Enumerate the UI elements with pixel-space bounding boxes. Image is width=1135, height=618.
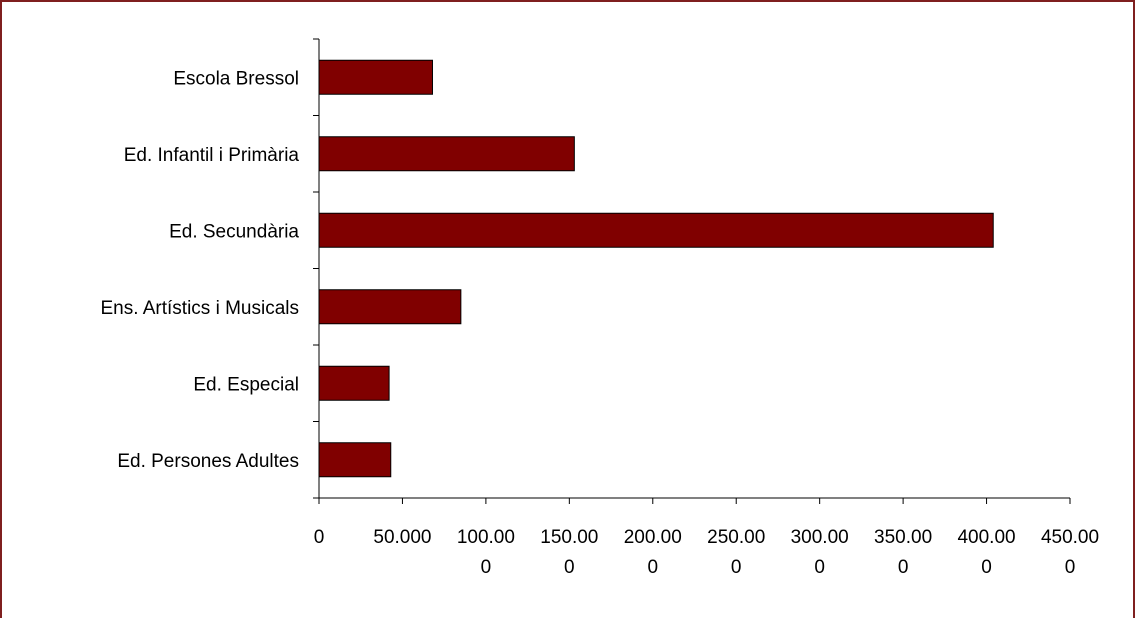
x-tick-label: 250.00 [707,527,765,548]
bar [318,365,390,401]
category-label: Ed. Infantil i Primària [124,145,300,166]
x-tick-label: 100.00 [457,527,515,548]
category-label: Ed. Secundària [169,221,299,242]
x-tick-label-wrap: 0 [731,557,742,578]
bar [318,136,575,172]
x-tick-label: 450.00 [1041,527,1099,548]
bar [318,59,433,95]
x-tick-label-wrap: 0 [814,557,825,578]
x-tick-label-wrap: 0 [898,557,909,578]
x-tick-label-wrap: 0 [647,557,658,578]
category-label: Ed. Especial [193,374,299,395]
x-tick-label: 300.00 [791,527,849,548]
x-tick-label: 200.00 [624,527,682,548]
x-tick-label-wrap: 0 [564,557,575,578]
x-tick-label: 350.00 [874,527,932,548]
x-tick-label: 0 [314,527,325,548]
x-tick-label-wrap: 0 [1065,557,1076,578]
bar [318,289,462,325]
x-tick-label-wrap: 0 [981,557,992,578]
category-label: Ed. Persones Adultes [117,451,299,472]
bar [318,212,994,248]
x-tick-label: 150.00 [540,527,598,548]
x-tick-label-wrap: 0 [481,557,492,578]
x-tick-label: 400.00 [957,527,1015,548]
category-label: Escola Bressol [173,68,299,89]
category-label: Ens. Artístics i Musicals [101,298,300,319]
bar [318,442,392,478]
x-tick-label: 50.000 [373,527,431,548]
